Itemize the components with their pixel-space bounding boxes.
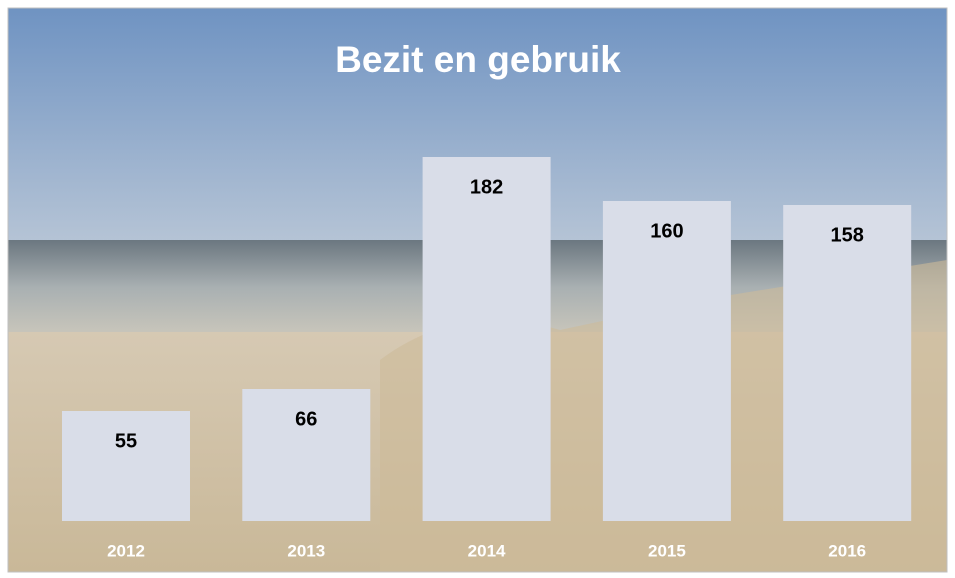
x-tick-label: 2013 [287, 541, 325, 560]
value-label: 158 [831, 224, 864, 246]
value-label: 66 [295, 408, 317, 430]
x-tick-label: 2015 [648, 541, 686, 560]
page: Bezit en gebruik 55 2012 66 2013 182 2014 160 2… [0, 0, 955, 578]
chart-title: Bezit en gebruik [335, 39, 621, 80]
bar [423, 157, 551, 521]
x-tick-label: 2016 [828, 541, 866, 560]
value-label: 55 [115, 430, 137, 452]
value-label: 160 [650, 220, 683, 242]
value-label: 182 [470, 176, 503, 198]
bar [62, 411, 190, 521]
chart: Bezit en gebruik 55 2012 66 2013 182 2014 160 2… [0, 0, 955, 578]
bar [783, 205, 911, 521]
bar [603, 201, 731, 521]
x-tick-label: 2012 [107, 541, 145, 560]
x-tick-label: 2014 [468, 541, 506, 560]
